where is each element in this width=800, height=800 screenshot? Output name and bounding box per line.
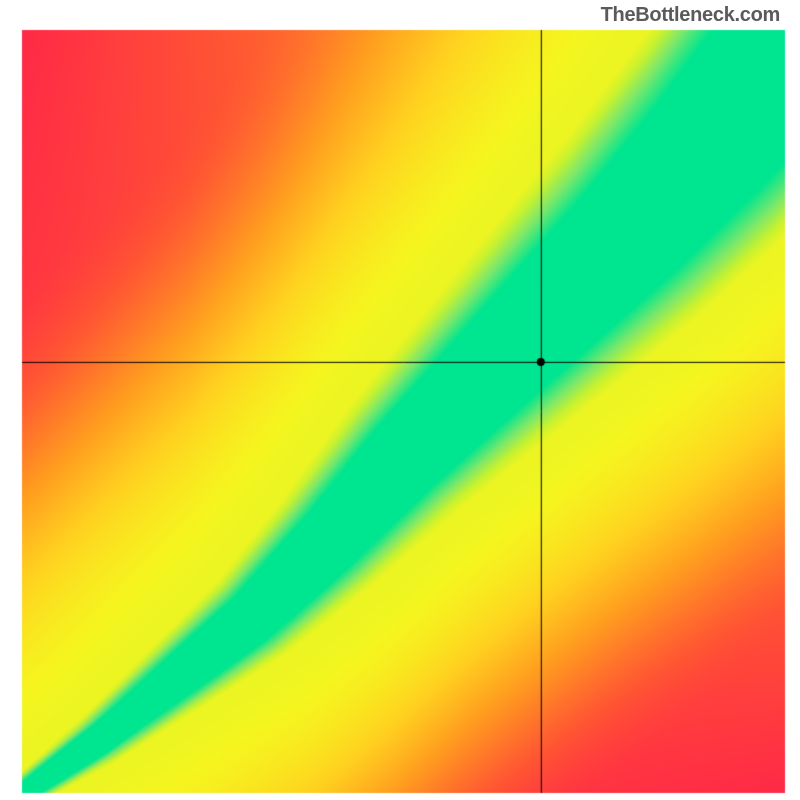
watermark-text: TheBottleneck.com xyxy=(601,4,780,27)
bottleneck-heatmap-canvas xyxy=(0,0,800,800)
chart-container: TheBottleneck.com xyxy=(0,0,800,800)
